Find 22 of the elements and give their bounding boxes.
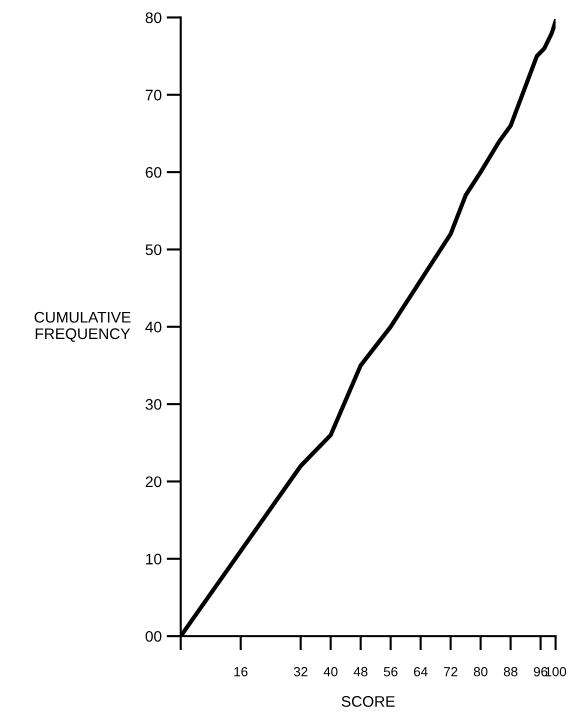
x-tick-label: 56 bbox=[384, 667, 398, 676]
x-tick-label: 96 bbox=[534, 667, 548, 676]
y-tick-label: 30 bbox=[146, 398, 162, 410]
x-axis-title: SCORE bbox=[342, 696, 395, 707]
x-tick-label: 100 bbox=[546, 667, 566, 676]
x-tick-label: 32 bbox=[294, 667, 308, 676]
y-tick-label: 50 bbox=[146, 244, 162, 256]
x-tick-label: 16 bbox=[234, 667, 248, 676]
x-tick-label: 80 bbox=[474, 667, 488, 676]
y-tick-label: 20 bbox=[146, 476, 162, 488]
x-tick-label: 40 bbox=[324, 667, 338, 676]
x-tick-label: 88 bbox=[504, 667, 518, 676]
y-tick-label: 60 bbox=[146, 166, 162, 178]
x-tick-label: 64 bbox=[414, 667, 428, 676]
y-tick-label: 70 bbox=[146, 90, 162, 100]
x-tick-label: 48 bbox=[354, 667, 368, 676]
y-tick-label: 00 bbox=[146, 630, 162, 642]
x-tick-label: 72 bbox=[444, 667, 458, 676]
y-tick-label: 40 bbox=[145, 322, 162, 332]
y-tick-label: 80 bbox=[146, 12, 162, 24]
y-tick-label: 10 bbox=[146, 554, 162, 564]
y-axis-title: CUMULATIVE FREQUENCY bbox=[34, 312, 131, 342]
